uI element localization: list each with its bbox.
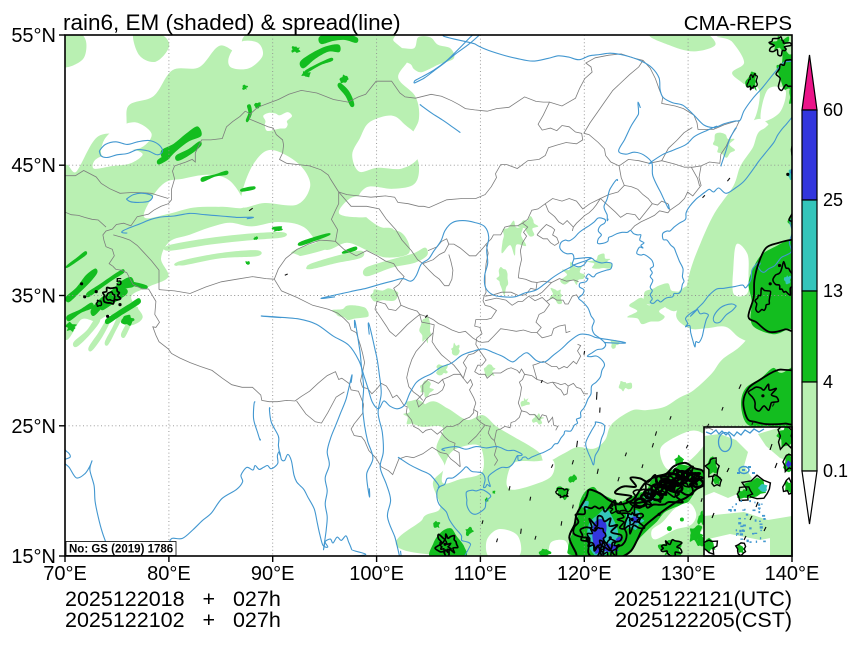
svg-text:0.1: 0.1 xyxy=(823,461,848,481)
svg-text:55°N: 55°N xyxy=(11,25,56,47)
svg-text:25°N: 25°N xyxy=(11,416,56,438)
svg-text:25: 25 xyxy=(823,190,843,210)
svg-text:35°N: 35°N xyxy=(11,286,56,308)
svg-text:5: 5 xyxy=(116,277,122,289)
svg-text:140°E: 140°E xyxy=(765,563,820,585)
svg-text:110°E: 110°E xyxy=(454,563,507,585)
svg-text:120°E: 120°E xyxy=(557,563,612,585)
svg-text:80°E: 80°E xyxy=(147,563,191,585)
svg-text:CMA-REPS: CMA-REPS xyxy=(684,12,792,35)
svg-text:rain6, EM (shaded) & spread(li: rain6, EM (shaded) & spread(line) xyxy=(63,10,401,35)
svg-text:15°N: 15°N xyxy=(11,546,56,568)
svg-text:130°E: 130°E xyxy=(661,563,716,585)
svg-text:90°E: 90°E xyxy=(251,563,295,585)
svg-text:2025122205(CST): 2025122205(CST) xyxy=(615,608,792,632)
svg-text:2025122102 + 027h: 2025122102 + 027h xyxy=(65,608,281,632)
svg-text:4: 4 xyxy=(823,372,833,392)
svg-text:No: GS (2019) 1786: No: GS (2019) 1786 xyxy=(69,544,173,556)
svg-text:13: 13 xyxy=(823,281,843,301)
svg-text:45°N: 45°N xyxy=(11,155,56,177)
svg-text:100°E: 100°E xyxy=(349,563,404,585)
svg-text:60: 60 xyxy=(823,100,843,120)
